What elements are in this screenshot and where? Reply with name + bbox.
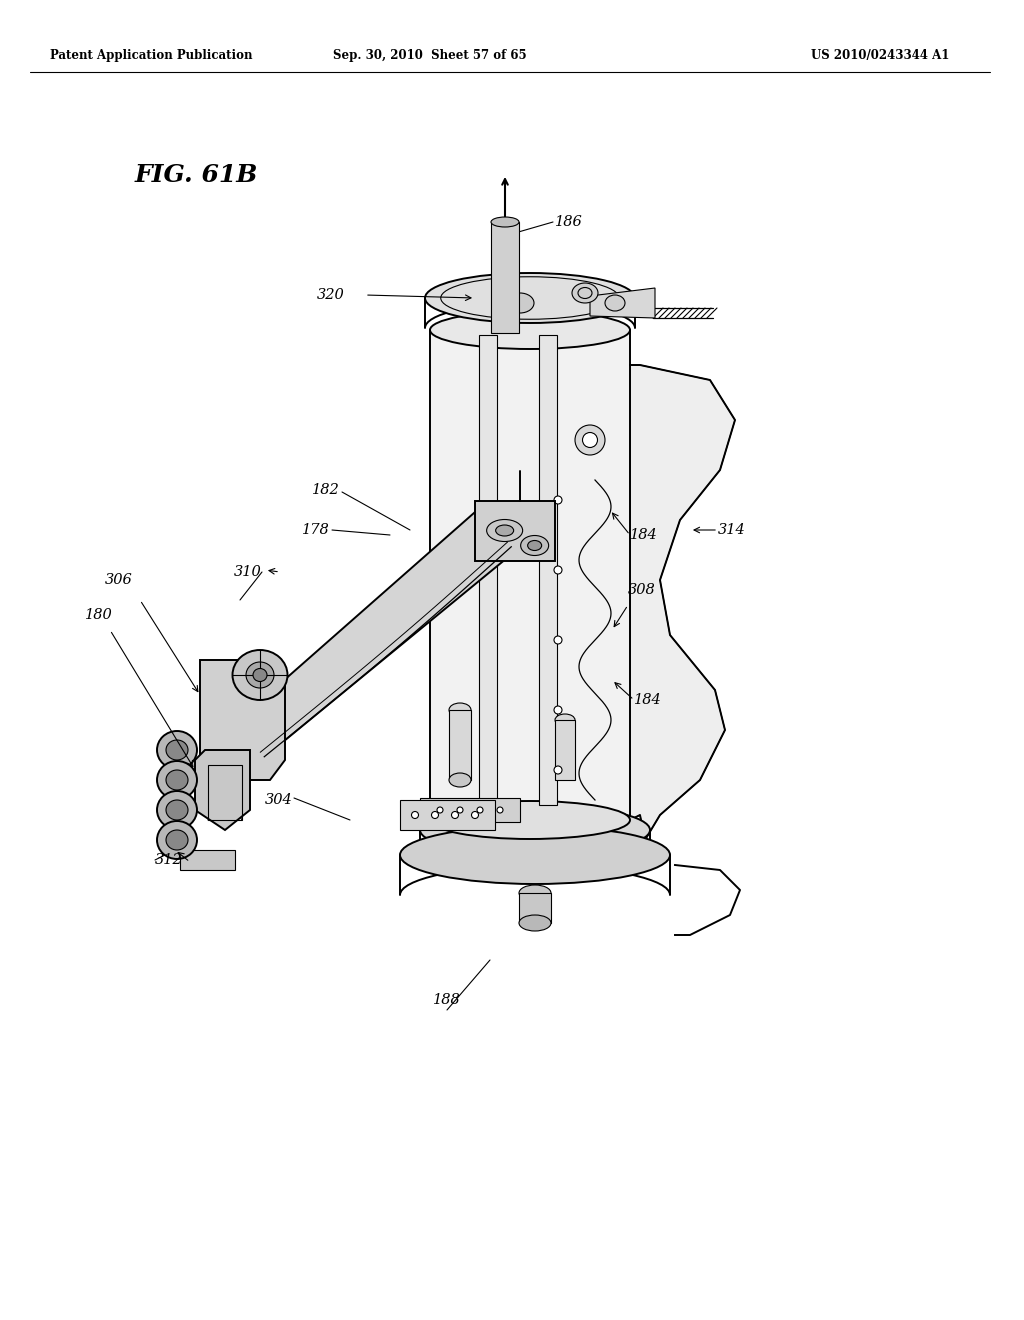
Text: 312: 312 [155, 853, 182, 867]
Polygon shape [180, 850, 234, 870]
Ellipse shape [425, 273, 635, 323]
Ellipse shape [431, 812, 438, 818]
Text: 306: 306 [105, 573, 133, 587]
Polygon shape [490, 222, 519, 333]
Polygon shape [400, 800, 495, 830]
Ellipse shape [477, 807, 483, 813]
Polygon shape [430, 330, 630, 820]
Ellipse shape [166, 830, 188, 850]
Text: 188: 188 [433, 993, 461, 1007]
Ellipse shape [166, 741, 188, 760]
Ellipse shape [449, 704, 471, 717]
Ellipse shape [253, 668, 267, 681]
Polygon shape [630, 366, 735, 840]
Ellipse shape [449, 774, 471, 787]
Ellipse shape [554, 636, 562, 644]
Ellipse shape [583, 433, 597, 447]
Ellipse shape [166, 800, 188, 820]
Ellipse shape [437, 807, 443, 813]
Ellipse shape [520, 536, 549, 556]
Ellipse shape [232, 649, 288, 700]
Text: 308: 308 [628, 583, 655, 597]
Ellipse shape [157, 791, 197, 829]
Text: 184: 184 [630, 528, 657, 543]
Ellipse shape [430, 801, 630, 840]
Ellipse shape [497, 807, 503, 813]
Text: 180: 180 [85, 609, 113, 622]
Text: Sep. 30, 2010  Sheet 57 of 65: Sep. 30, 2010 Sheet 57 of 65 [333, 49, 526, 62]
Polygon shape [195, 750, 250, 830]
Ellipse shape [420, 805, 650, 855]
Text: 320: 320 [317, 288, 345, 302]
Polygon shape [479, 335, 497, 805]
Text: 314: 314 [718, 523, 745, 537]
Polygon shape [590, 288, 655, 318]
Ellipse shape [554, 566, 562, 574]
Polygon shape [232, 710, 268, 741]
Ellipse shape [519, 884, 551, 902]
Ellipse shape [554, 496, 562, 504]
Polygon shape [519, 894, 551, 923]
Ellipse shape [490, 216, 519, 227]
Ellipse shape [246, 663, 274, 688]
Ellipse shape [506, 293, 534, 313]
Ellipse shape [527, 540, 542, 550]
Ellipse shape [605, 294, 625, 312]
Ellipse shape [486, 520, 522, 541]
Ellipse shape [519, 915, 551, 931]
Polygon shape [420, 799, 520, 822]
Text: 184: 184 [634, 693, 662, 708]
Text: 178: 178 [302, 523, 330, 537]
Ellipse shape [554, 766, 562, 774]
Ellipse shape [457, 807, 463, 813]
Ellipse shape [572, 282, 598, 304]
Ellipse shape [430, 312, 630, 348]
Text: 186: 186 [555, 215, 583, 228]
Ellipse shape [496, 525, 514, 536]
Text: US 2010/0243344 A1: US 2010/0243344 A1 [811, 49, 949, 62]
Ellipse shape [452, 812, 459, 818]
Ellipse shape [157, 731, 197, 770]
Ellipse shape [166, 770, 188, 789]
Ellipse shape [412, 812, 419, 818]
Polygon shape [555, 719, 575, 780]
Ellipse shape [157, 762, 197, 799]
Ellipse shape [575, 425, 605, 455]
Text: 310: 310 [234, 565, 262, 579]
Text: 304: 304 [265, 793, 293, 807]
Text: 182: 182 [312, 483, 340, 498]
Polygon shape [236, 508, 515, 758]
Polygon shape [449, 710, 471, 780]
Polygon shape [200, 660, 285, 780]
Text: FIG. 61B: FIG. 61B [135, 162, 258, 187]
Polygon shape [475, 500, 555, 561]
Ellipse shape [555, 714, 575, 726]
Ellipse shape [157, 821, 197, 859]
Text: Patent Application Publication: Patent Application Publication [50, 49, 253, 62]
Ellipse shape [471, 812, 478, 818]
Polygon shape [539, 335, 557, 805]
Ellipse shape [554, 706, 562, 714]
Ellipse shape [400, 826, 670, 884]
